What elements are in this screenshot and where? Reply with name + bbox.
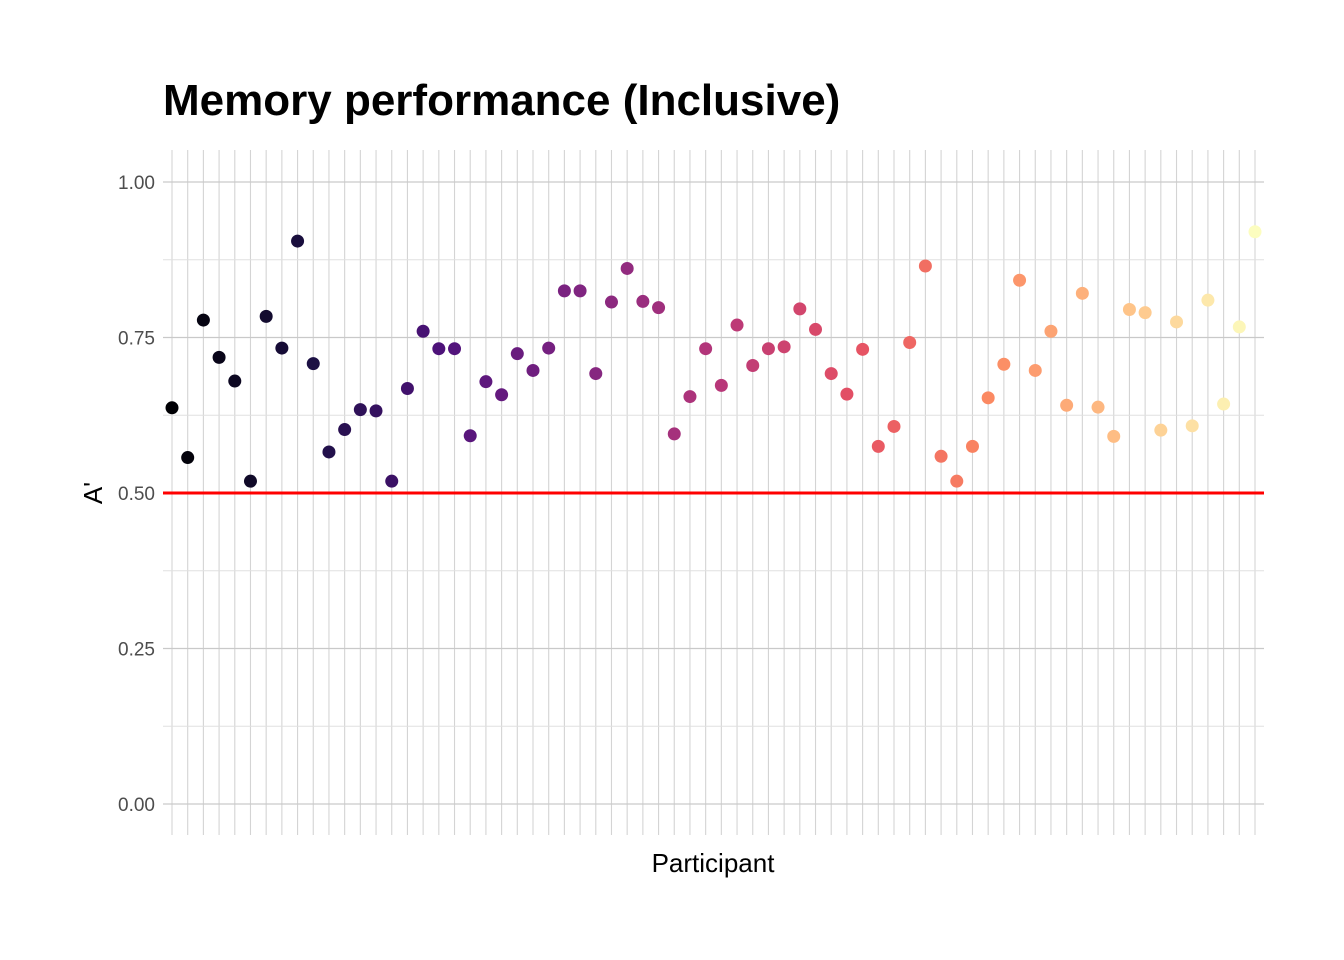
data-point bbox=[1060, 398, 1074, 412]
y-tick-label: 1.00 bbox=[118, 173, 155, 194]
data-point bbox=[1217, 397, 1231, 411]
data-point bbox=[573, 284, 587, 298]
y-axis-label: A' bbox=[78, 482, 108, 504]
data-point bbox=[557, 284, 571, 298]
data-point bbox=[903, 335, 917, 349]
data-point bbox=[871, 439, 885, 453]
data-point bbox=[291, 234, 305, 248]
data-point bbox=[918, 259, 932, 273]
data-point bbox=[950, 474, 964, 488]
data-point bbox=[1201, 293, 1215, 307]
data-point bbox=[385, 474, 399, 488]
data-point bbox=[338, 423, 352, 437]
data-point bbox=[1248, 225, 1262, 239]
y-tick-label: 0.75 bbox=[118, 329, 155, 350]
data-point bbox=[1044, 324, 1058, 338]
data-point bbox=[306, 357, 320, 371]
data-point bbox=[636, 294, 650, 308]
data-point bbox=[542, 341, 556, 355]
data-point bbox=[1154, 423, 1168, 437]
data-point bbox=[448, 342, 462, 356]
data-point bbox=[620, 261, 634, 275]
data-point bbox=[1138, 306, 1152, 320]
data-point bbox=[322, 445, 336, 459]
data-point bbox=[526, 363, 540, 377]
data-point bbox=[353, 403, 367, 417]
data-point bbox=[1028, 363, 1042, 377]
data-point bbox=[1170, 315, 1184, 329]
x-axis-label: Participant bbox=[652, 848, 776, 878]
data-point bbox=[1075, 286, 1089, 300]
data-point bbox=[400, 382, 414, 396]
data-point bbox=[746, 358, 760, 372]
data-point bbox=[432, 342, 446, 356]
data-point bbox=[997, 357, 1011, 371]
data-point bbox=[652, 301, 666, 315]
data-point bbox=[1232, 320, 1246, 334]
data-points bbox=[165, 225, 1262, 488]
data-point bbox=[275, 341, 289, 355]
data-point bbox=[243, 474, 257, 488]
y-tick-label: 0.50 bbox=[118, 484, 155, 505]
data-point bbox=[714, 378, 728, 392]
data-point bbox=[228, 374, 242, 388]
data-point bbox=[1185, 419, 1199, 433]
data-point bbox=[824, 367, 838, 381]
data-point bbox=[793, 302, 807, 316]
data-point bbox=[165, 401, 179, 415]
data-point bbox=[212, 350, 226, 364]
data-point bbox=[604, 295, 618, 309]
data-point bbox=[463, 429, 477, 443]
data-point bbox=[495, 388, 509, 402]
data-point bbox=[965, 439, 979, 453]
chart-title: Memory performance (Inclusive) bbox=[163, 76, 840, 125]
data-point bbox=[934, 449, 948, 463]
data-point bbox=[369, 404, 383, 418]
data-point bbox=[777, 340, 791, 354]
data-point bbox=[981, 391, 995, 405]
data-point bbox=[840, 387, 854, 401]
data-point bbox=[416, 324, 430, 338]
data-point bbox=[730, 318, 744, 332]
data-point bbox=[761, 342, 775, 356]
data-point bbox=[856, 342, 870, 356]
data-point bbox=[259, 309, 273, 323]
data-point bbox=[667, 427, 681, 441]
data-point bbox=[479, 375, 493, 389]
data-point bbox=[1107, 429, 1121, 443]
data-point bbox=[1091, 400, 1105, 414]
y-tick-labels: 0.00 0.25 0.50 0.75 1.00 bbox=[118, 173, 155, 816]
data-point bbox=[510, 347, 524, 361]
data-point bbox=[1122, 303, 1136, 317]
data-point bbox=[683, 390, 697, 404]
data-point bbox=[589, 367, 603, 381]
data-point bbox=[196, 313, 210, 327]
data-point bbox=[1013, 273, 1027, 287]
data-point bbox=[809, 322, 823, 336]
data-point bbox=[699, 342, 713, 356]
data-point bbox=[887, 419, 901, 433]
y-tick-label: 0.00 bbox=[118, 795, 155, 816]
data-point bbox=[181, 451, 195, 465]
y-tick-label: 0.25 bbox=[118, 640, 155, 661]
